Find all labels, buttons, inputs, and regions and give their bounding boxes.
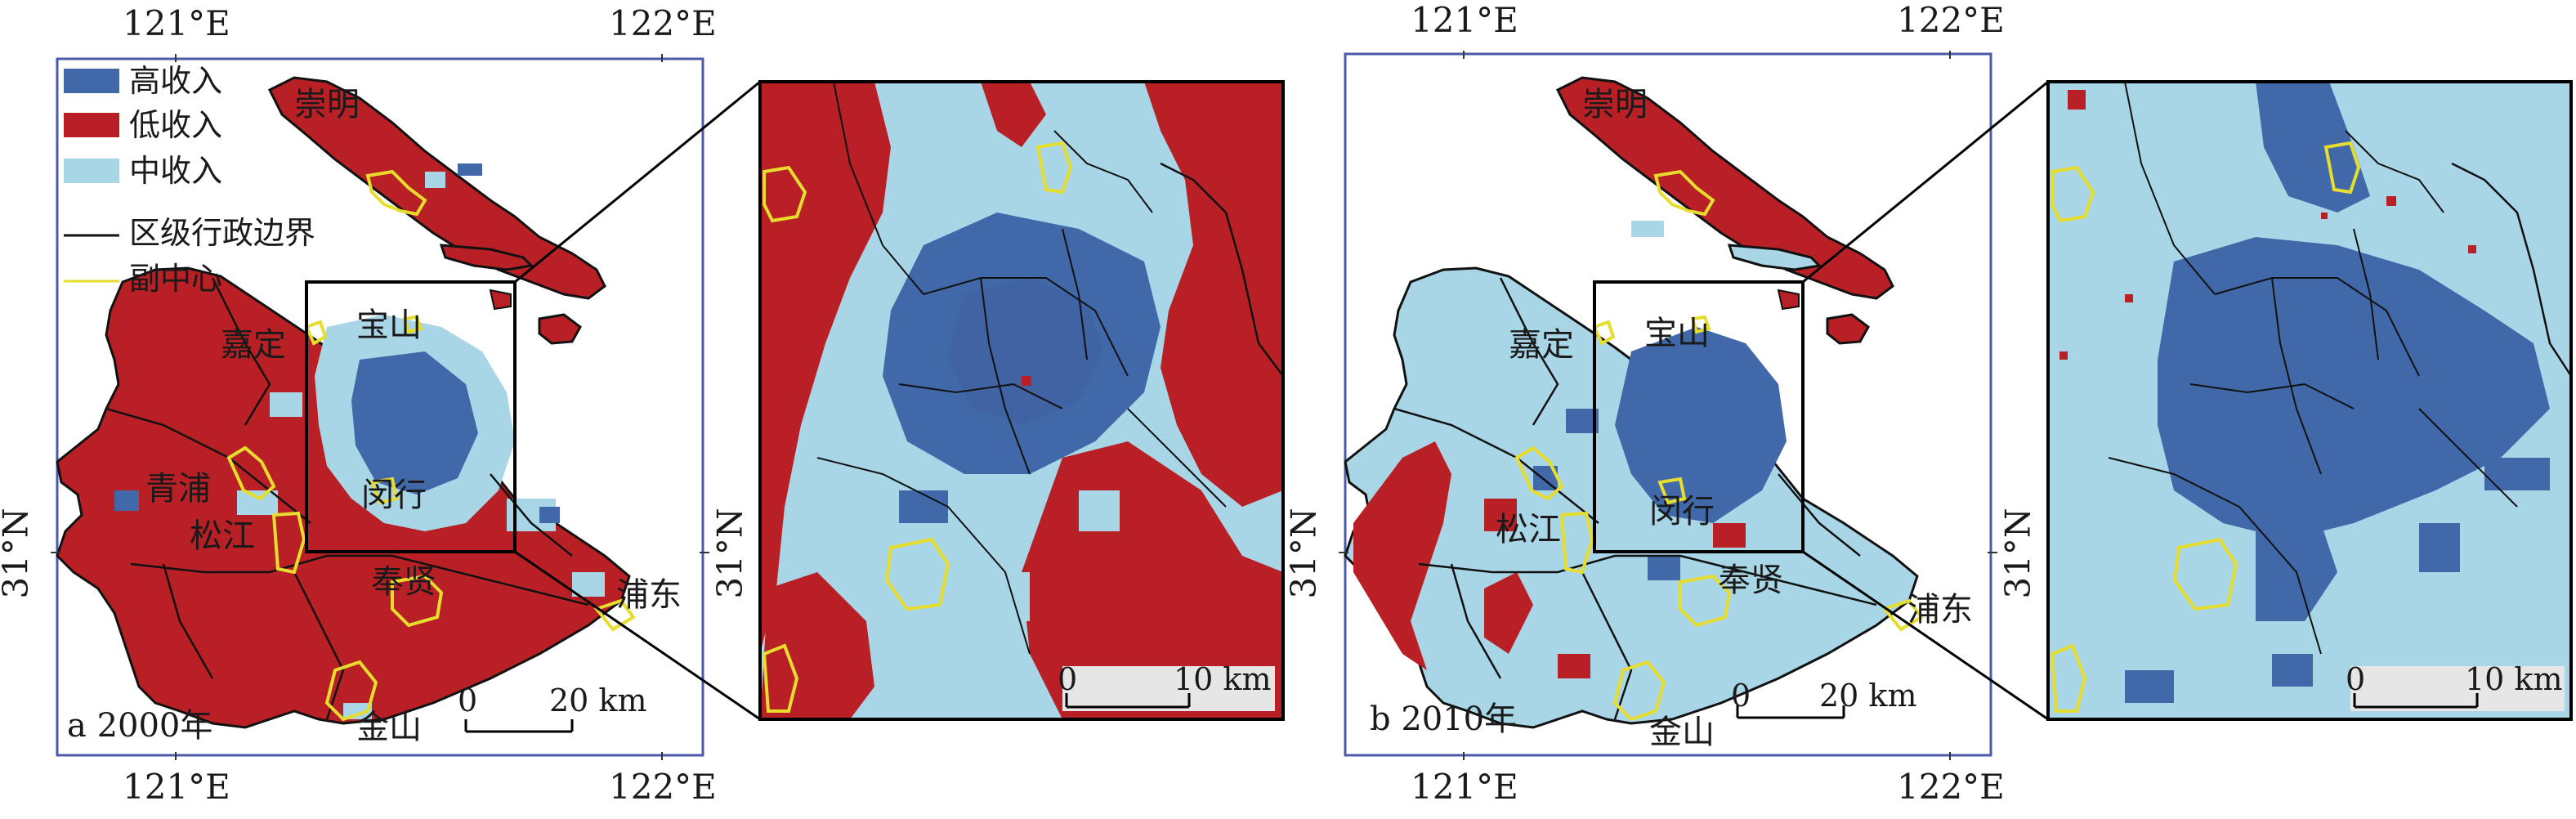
panel-b-inset [2046,80,2573,721]
panel-b-frame [1344,52,1992,757]
panel-a-tick-lat-left: 31°N [0,508,36,599]
panel-a-scale-zero: 0 [458,682,478,718]
panel-a-zoom-box [305,280,517,553]
panel-a-place-baoshan: 宝山 [356,307,422,344]
panel-a-tick-lat-right: 31°N [709,508,750,599]
panel-b-scale-dist: 20 km [1819,678,1917,714]
panel-a-tick-lon-left-bottom: 121°E [123,767,230,807]
panel-a-place-pudong: 浦东 [616,576,682,614]
panel-b-label: b 2010年 [1370,700,1518,738]
panel-a-frame [56,57,704,757]
panel-b-place-jiading: 嘉定 [1509,326,1574,364]
panel-b-inset-scale-zero: 0 [2346,661,2366,697]
panel-b-tick-lon-right-bottom: 122°E [1897,767,2005,807]
legend-label-low: 低收入 [129,107,223,143]
panel-a-place-minhang: 闵行 [361,477,427,514]
panel-b-place-fengxian: 奉贤 [1718,562,1783,599]
legend-label-mid: 中收入 [129,153,223,189]
panel-b-tick-lat-left: 31°N [1283,508,1324,599]
panel-b-place-jinshan: 金山 [1649,714,1715,751]
panel-a-inset [758,80,1285,721]
panel-b-tick-lat-right: 31°N [1997,508,2038,599]
panel-a-place-jinshan: 金山 [356,709,422,746]
legend-swatches [64,69,119,283]
legend-swatch-low [64,113,119,137]
panel-b-tick-lon-left-bottom: 121°E [1411,767,1518,807]
legend-label-subcenter: 副中心 [129,261,223,297]
panel-b-scalebar [1736,705,1845,719]
panel-a-place-jiading: 嘉定 [221,326,286,364]
panel-a-map [56,57,761,757]
tick-marks [51,51,1997,760]
panel-a-label: a 2000年 [67,707,213,745]
panel-a-place-fengxian: 奉贤 [371,563,436,601]
panel-b-place-chongming: 崇明 [1582,86,1648,123]
panel-b-scale-zero: 0 [1731,678,1751,714]
panel-b-place-pudong: 浦东 [1907,591,1973,629]
panel-a-inset-scale-zero: 0 [1058,661,1078,697]
panel-a-place-qingpu: 青浦 [145,470,211,508]
panel-a-place-chongming: 崇明 [294,86,360,123]
panel-b-place-baoshan: 宝山 [1644,315,1710,352]
panel-b-inset-scale-dist: 10 km [2465,661,2563,697]
panel-b-tick-lon-left-top: 121°E [1411,0,1518,40]
panel-a-tick-lon-right-top: 122°E [609,3,717,43]
panel-b-place-minhang: 闵行 [1649,493,1715,530]
legend-label-high: 高收入 [129,63,223,99]
panel-a-place-songjiang: 松江 [190,517,255,555]
panel-a-tick-lon-right-bottom: 122°E [609,767,717,807]
legend-label-boundary: 区级行政边界 [129,215,316,251]
panel-a-scale-dist: 20 km [549,682,647,718]
panel-b-map [1344,52,2049,757]
panel-b-zoom-box [1593,280,1805,553]
panel-a-inset-scale-dist: 10 km [1174,661,1272,697]
legend-swatch-high [64,69,119,93]
panel-a-tick-lon-left-top: 121°E [123,3,230,43]
legend-swatch-mid [64,159,119,183]
panel-b-tick-lon-right-top: 122°E [1897,0,2005,40]
panel-b-place-songjiang: 松江 [1496,511,1561,548]
panel-a-scalebar [464,719,574,733]
